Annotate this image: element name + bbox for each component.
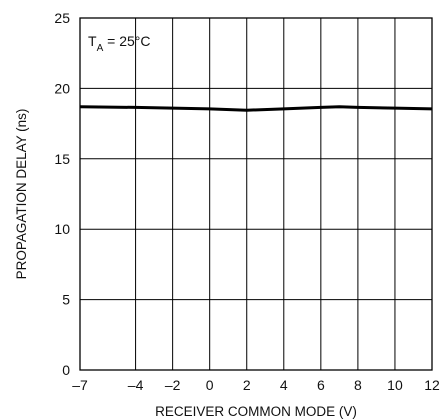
y-tick-label: 5 xyxy=(62,292,70,308)
x-tick-label: –2 xyxy=(165,377,181,393)
x-tick-label: 12 xyxy=(424,377,440,393)
y-tick-label: 25 xyxy=(54,10,70,26)
series-layer xyxy=(79,105,433,112)
x-tick-label: –7 xyxy=(72,377,88,393)
y-tick-label: 0 xyxy=(62,362,70,378)
x-tick-label: –4 xyxy=(128,377,144,393)
x-axis-title: RECEIVER COMMON MODE (V) xyxy=(155,404,357,419)
x-tick-label: 10 xyxy=(387,377,403,393)
grid-lines xyxy=(80,18,432,370)
plot-frame xyxy=(79,17,433,371)
annotation-suffix: = 25°C xyxy=(103,33,150,49)
y-tick-label: 15 xyxy=(54,151,70,167)
x-tick-label: 8 xyxy=(354,377,362,393)
annotation-prefix: T xyxy=(88,33,97,49)
x-tick-label: 2 xyxy=(243,377,251,393)
x-tick-label: 6 xyxy=(317,377,325,393)
series-line xyxy=(79,105,433,112)
y-tick-label: 10 xyxy=(54,221,70,237)
x-tick-label: 0 xyxy=(206,377,214,393)
x-tick-labels: –7 –4 –2 0 2 4 6 8 10 12 xyxy=(72,377,440,393)
temperature-annotation: TA = 25°C xyxy=(88,33,150,54)
y-tick-labels: 0 5 10 15 20 25 xyxy=(54,10,70,378)
y-axis-title: PROPAGATION DELAY (ns) xyxy=(14,109,29,280)
annotation-subscript: A xyxy=(97,43,104,54)
y-tick-label: 20 xyxy=(54,80,70,96)
x-tick-label: 4 xyxy=(280,377,288,393)
